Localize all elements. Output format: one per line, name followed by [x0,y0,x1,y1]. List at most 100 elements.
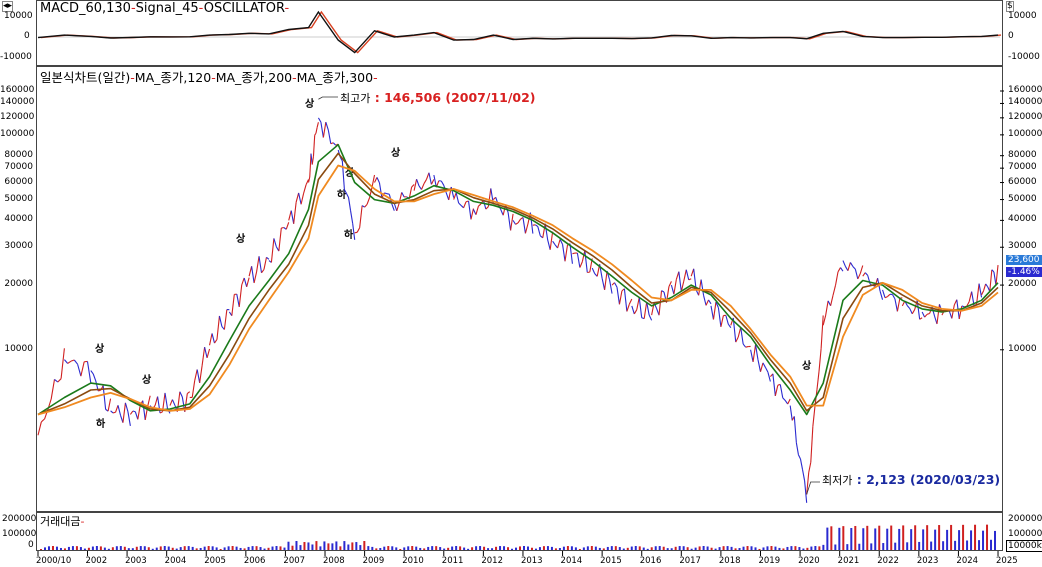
price-segment [793,416,797,443]
price-segment [584,250,588,273]
volume-bar [846,544,849,550]
price-segment [312,135,316,157]
volume-bar [459,546,462,550]
volume-bar [970,530,973,550]
volume-bar [918,541,921,550]
x-tick-label: 2003 [125,556,147,566]
price-segment [40,418,45,423]
volume-unit: 10000k [1006,540,1042,552]
volume-bar [359,545,362,550]
volume-panel [36,512,1003,551]
price-segment [270,238,275,263]
price-segment [500,209,504,216]
price-segment [614,282,618,288]
volume-bar [838,527,841,550]
price-segment [782,397,786,401]
volume-bar [51,546,54,550]
ma200-label: MA_종가,200 [215,70,293,85]
price-segment [209,333,213,346]
volume-bar [95,546,98,550]
volume-bar [79,547,82,550]
macd-tick-left: -10000 [0,52,32,62]
price-segment [478,203,482,207]
price-segment [767,372,771,382]
price-segment [90,370,94,375]
price-segment [808,462,812,473]
price-segment [393,203,398,212]
scale-toggle-icon[interactable]: $ [1006,1,1014,12]
volume-bar [111,547,114,550]
price-segment [423,179,427,184]
price-segment [366,197,371,205]
volume-bar [614,546,617,550]
price-segment [822,315,827,326]
volume-bar [287,541,290,550]
volume-bar [634,546,637,550]
price-segment [835,271,839,286]
volume-bar [343,541,346,550]
volume-bar [407,546,410,550]
price-segment [710,305,715,320]
volume-bar [279,546,282,550]
volume-bar [251,546,254,550]
price-tick-label: 30000 [1008,241,1037,252]
price-segment [316,122,319,128]
price-segment [288,210,292,221]
price-segment [740,327,744,345]
price-tick-label: 140000 [0,97,35,108]
volume-bar [662,546,665,550]
up-signal-mark: 상 [95,344,105,355]
price-segment [542,223,546,238]
price-segment [690,268,695,277]
price-segment [485,206,489,210]
price-segment [857,273,861,280]
volume-bar [762,547,765,550]
volume-bar [770,546,773,550]
price-segment [117,405,122,416]
price-tick-label: 140000 [1008,97,1042,108]
panel-toggle-icon[interactable]: ◂▸ [2,1,14,12]
volume-bar [570,546,573,550]
price-segment [194,369,198,381]
volume-bar [694,547,697,550]
price-segment [764,367,769,373]
volume-bar [942,541,945,550]
volume-bar [758,548,761,550]
price-tick-label: 20000 [4,279,33,290]
price-segment [251,266,255,284]
volume-bar [934,529,937,550]
volume-bar [590,546,593,550]
x-tick-label: 2002 [85,556,108,566]
volume-bar [902,525,905,550]
volume-bar [475,546,478,550]
price-segment [806,472,810,495]
volume-bar [479,546,482,550]
price-segment [341,160,345,190]
price-segment [428,172,432,185]
price-segment [416,179,420,187]
price-tick-label: 100000 [1008,128,1042,139]
price-segment [411,184,415,188]
x-tick-label: 2013 [520,556,543,566]
volume-bar [578,548,581,550]
price-segment [562,244,566,262]
volume-bar [642,547,645,550]
price-segment [522,217,526,234]
price-segment [147,395,151,407]
volume-bar [427,546,430,550]
price-segment [983,283,987,291]
volume-bar [546,546,549,550]
price-tick-label: 30000 [4,241,33,252]
volume-bar [291,545,294,550]
volume-bar [774,546,777,550]
volume-bar [207,546,210,550]
price-segment [859,265,864,274]
price-segment [852,266,856,270]
price-segment [378,182,383,199]
price-segment [616,287,621,305]
price-segment [77,364,82,377]
volume-bar [882,543,885,550]
price-tick-label: 70000 [4,162,33,173]
x-tick-label: 2017 [679,556,701,566]
price-segment [772,373,776,396]
